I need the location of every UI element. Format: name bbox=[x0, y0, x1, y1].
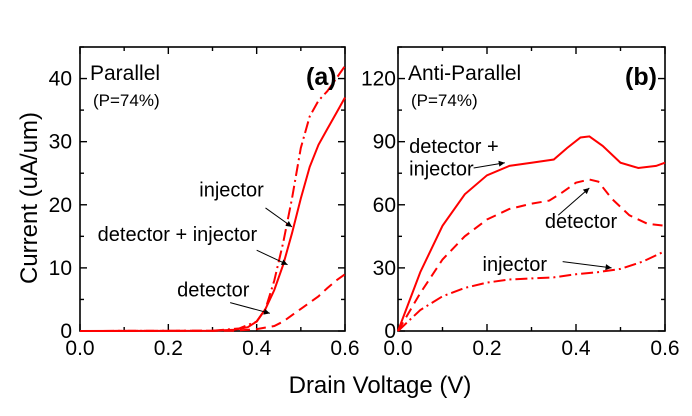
y-tick-label: 0 bbox=[384, 320, 396, 343]
annotation-arrow bbox=[473, 160, 505, 169]
series-line-dashdot bbox=[79, 65, 346, 332]
x-tick-label: 0.6 bbox=[330, 337, 359, 360]
panel-subtitle: (P=74%) bbox=[411, 91, 478, 110]
y-axis-title: Current (uA/um) bbox=[16, 112, 43, 284]
panel-b: 0.0 0.2 0.4 0.6 0 30 60 90 120 Anti-Parallel (P=74… bbox=[361, 46, 680, 360]
annotation-arrow bbox=[230, 302, 271, 315]
y-tick-label: 30 bbox=[49, 131, 72, 154]
annotation-label: injector bbox=[483, 254, 548, 276]
panel-tag: (a) bbox=[306, 63, 337, 91]
x-tick-label: 0.4 bbox=[561, 337, 591, 360]
annotation-label: injector bbox=[409, 158, 474, 180]
x-axis-title: Drain Voltage (V) bbox=[289, 372, 472, 399]
y-tick-label: 20 bbox=[49, 194, 72, 217]
series-line-dashdot bbox=[397, 250, 666, 332]
y-tick-label: 120 bbox=[361, 68, 396, 91]
x-tick-label: 0.0 bbox=[65, 337, 94, 360]
annotation-label: detector bbox=[545, 211, 618, 233]
series-line-dashed bbox=[397, 178, 666, 332]
y-tick-label: 60 bbox=[373, 194, 396, 217]
x-tick-label: 0.2 bbox=[154, 337, 183, 360]
annotation-arrow bbox=[562, 261, 612, 271]
x-tick-label: 0.4 bbox=[242, 337, 272, 360]
y-tick-label: 30 bbox=[373, 257, 396, 280]
series-line-dashed bbox=[79, 273, 346, 332]
panel-subtitle: (P=74%) bbox=[93, 91, 160, 110]
x-tick-label: 0.6 bbox=[650, 337, 679, 360]
x-tick-label: 0.2 bbox=[472, 337, 501, 360]
annotation-arrow bbox=[557, 187, 590, 216]
annotation-label: detector + bbox=[409, 136, 499, 158]
x-tick-label: 0.0 bbox=[383, 337, 412, 360]
annotation-label: detector bbox=[177, 279, 250, 301]
y-tick-label: 0 bbox=[60, 320, 72, 343]
annotation-arrow bbox=[256, 249, 288, 266]
series-line-solid bbox=[397, 135, 666, 332]
panel-title: Parallel bbox=[90, 62, 160, 85]
y-tick-label: 90 bbox=[373, 131, 396, 154]
panel-a: 0.0 0.2 0.4 0.6 0 10 20 30 40 Parallel (P=74%) (a) i… bbox=[49, 46, 360, 360]
annotation-label: injector bbox=[199, 180, 264, 202]
panel-tag: (b) bbox=[625, 63, 657, 91]
y-tick-label: 40 bbox=[49, 68, 72, 91]
annotation-arrow bbox=[265, 207, 293, 228]
annotation-label: detector + injector bbox=[98, 224, 258, 246]
panel-title: Anti-Parallel bbox=[408, 62, 521, 85]
y-tick-label: 10 bbox=[49, 257, 72, 280]
